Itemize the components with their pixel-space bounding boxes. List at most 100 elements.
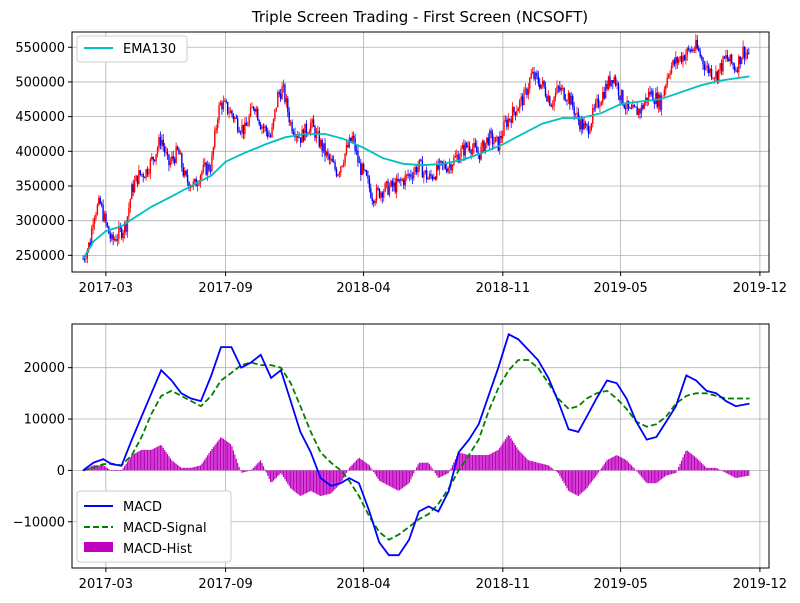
candle-body [188,182,190,189]
candle-body [655,92,657,104]
candle-body [248,116,250,126]
candle-body [723,56,726,59]
candle-body [168,154,170,166]
candle-body [314,126,316,139]
macd-hist-bar [489,454,491,471]
candle-body [569,93,571,105]
macd-hist-bar [165,452,167,471]
macd-hist-bar [560,470,562,479]
macd-hist-bar [523,455,525,471]
candle-body [431,175,434,180]
candle-body [96,204,99,215]
candle-body [222,101,225,110]
candle-body [158,137,160,149]
macd-hist-bar [592,470,594,481]
candle-body [619,95,621,101]
macd-hist-bar [642,470,644,479]
candle-body [100,203,103,206]
candle-body [736,70,739,72]
candle-body [125,222,127,232]
candle-body [297,135,299,138]
candle-body [320,140,322,147]
macd-hist-bar [232,450,234,471]
macd-hist-bar [179,467,182,471]
macd-hist-bar [493,452,495,471]
macd-hist-bar [539,463,541,471]
macd-hist-bar [668,470,670,475]
candle-body [499,136,501,151]
candle-body [597,98,600,108]
candle-body [589,129,591,134]
candle-body [481,140,484,147]
macd-hist-bar [486,454,488,471]
macd-hist-bar [113,470,116,471]
candle-body [700,56,703,58]
candle-body [602,92,604,103]
candle-body [546,95,548,102]
macd-hist-bar [195,466,197,471]
macd-hist-bar [600,468,602,471]
candle-body [305,123,308,134]
candle-body [334,162,336,170]
macd-hist-bar [666,470,668,476]
macd-hist-bar [612,457,614,471]
macd-hist-bar [436,470,438,476]
macd-hist-bar [423,462,425,471]
candle-body [543,80,545,88]
macd-hist-bar [607,459,610,471]
macd-hist-bar [510,438,512,471]
candle-body [407,174,409,177]
macd-hist-bar [205,457,207,471]
candle-body [513,107,515,112]
candle-body [378,188,381,198]
candle-body [451,165,454,171]
candle-body [702,57,704,65]
macd-hist-bar [377,470,379,479]
macd-hist-bar [370,467,372,471]
y-tick-label: 500000 [15,75,65,90]
macd-hist-bar [743,470,746,477]
candle-body [153,159,156,162]
candle-body [606,83,608,89]
candle-body [123,222,126,233]
macd-hist-bar [718,469,720,471]
macd-hist-bar [298,470,300,496]
candle-body [652,90,654,102]
macd-hist-bar [715,467,717,471]
candle-body [275,107,278,110]
macd-hist-bar [345,470,348,473]
y-tick-label: 300000 [15,214,65,229]
macd-hist-bar [427,462,429,471]
macd-hist-bar [375,470,378,477]
macd-hist-bar [355,460,358,471]
macd-hist-bar [404,470,406,487]
x-tick-label: 2018-11 [476,577,530,592]
candle-body [145,169,147,179]
macd-hist-bar [294,470,296,492]
candle-body [128,207,130,217]
candle-body [122,232,124,238]
macd-hist-bar [115,470,117,471]
y-tick-label: 550000 [15,41,65,56]
macd-hist-bar [128,459,130,471]
macd-hist-bar [640,470,643,477]
macd-hist-bar [678,466,680,471]
candle-body [624,108,627,109]
macd-hist-bar [116,470,119,471]
candle-body [310,122,312,132]
candle-body [327,151,329,156]
macd-hist-bar [169,458,171,471]
macd-line [82,333,750,557]
candle-body [620,90,623,101]
macd-hist-bar [106,468,109,471]
candle-body [261,126,263,130]
candle-body [338,172,341,176]
macd-hist-bar [357,458,359,471]
macd-hist-bar [686,450,688,471]
macd-hist-bar [507,435,509,471]
candle-body [612,80,614,84]
macd-hist-legend-swatch [84,542,113,552]
macd-hist-bar [609,458,611,471]
macd-hist-bar [353,463,355,471]
macd-hist-bar [172,461,174,471]
